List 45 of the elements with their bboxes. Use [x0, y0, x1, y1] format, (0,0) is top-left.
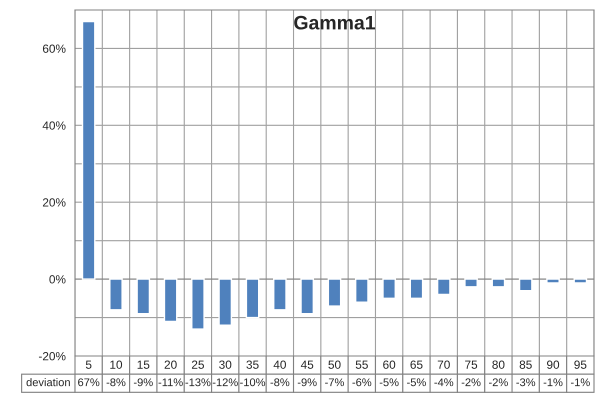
x-tick-label: 65 [410, 360, 423, 369]
x-tick-label: 55 [356, 360, 368, 369]
data-label: -13% [185, 378, 210, 386]
y-tick-label: 40% [42, 121, 66, 130]
x-tick-label: 90 [547, 360, 560, 369]
x-tick-label: 95 [574, 360, 586, 369]
y-tick-label: 20% [42, 198, 66, 207]
data-label: -5% [407, 378, 426, 386]
x-tick-label: 10 [110, 360, 122, 369]
x-tick-label: 85 [520, 360, 532, 369]
chart-title: Gamma1 [294, 16, 376, 30]
x-tick-label: 50 [328, 360, 341, 369]
y-tick-label: -20% [38, 352, 66, 360]
x-tick-label: 80 [492, 360, 504, 369]
data-label: -2% [489, 378, 508, 386]
data-label: -8% [106, 378, 126, 386]
x-tick-label: 30 [219, 360, 232, 369]
text: deviation [26, 378, 70, 386]
x-tick-label: 20 [164, 360, 177, 369]
data-label: -1% [544, 378, 563, 386]
x-tick-label: 15 [138, 360, 150, 369]
data-label: -9% [298, 378, 317, 386]
y-tick-label: 0% [49, 275, 66, 284]
data-label: -3% [516, 378, 536, 386]
x-tick-label: 25 [192, 360, 204, 369]
x-tick-label: 5 [86, 360, 92, 369]
data-label: -11% [158, 378, 183, 386]
data-label: -2% [462, 378, 481, 386]
data-label: -5% [380, 378, 399, 386]
data-label: -7% [325, 378, 344, 386]
data-label: -6% [352, 378, 372, 386]
x-tick-label: 45 [300, 360, 314, 369]
data-label: 67% [78, 378, 100, 386]
y-tick-label: 60% [42, 44, 66, 53]
data-label: -4% [434, 378, 454, 386]
data-label: -10% [240, 378, 266, 386]
x-tick-label: 75 [465, 360, 478, 369]
data-label: -12% [212, 378, 238, 386]
x-tick-label: 35 [246, 360, 259, 369]
x-tick-label: 60 [383, 360, 396, 369]
data-label: -1% [570, 378, 590, 386]
data-label: -9% [134, 378, 153, 386]
x-tick-label: 70 [438, 360, 450, 369]
data-label: -8% [270, 378, 290, 386]
x-tick-label: 40 [274, 360, 286, 369]
